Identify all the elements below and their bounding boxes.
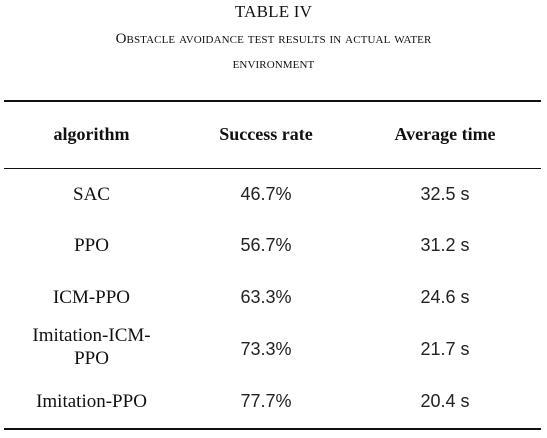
top-rule	[4, 100, 541, 102]
table-row-algorithm: Imitation-ICM- PPO	[0, 324, 183, 370]
bottom-rule	[4, 428, 541, 430]
table-row-success-rate: 73.3%	[240, 339, 292, 359]
algorithm-name-line-2: PPO	[74, 348, 109, 369]
table-row-success-rate: 56.7%	[240, 235, 292, 255]
table-row-success-rate: 46.7%	[240, 184, 292, 204]
table-row-algorithm: PPO	[74, 235, 109, 256]
table-row-algorithm: SAC	[73, 184, 110, 205]
column-header-algorithm: algorithm	[53, 124, 130, 144]
table-row-algorithm: ICM-PPO	[52, 287, 131, 308]
table-row-average-time: 31.2 s	[420, 235, 470, 255]
table-caption: Obstacle avoidance test results in actua…	[20, 27, 527, 77]
table-row-success-rate: 77.7%	[240, 391, 292, 411]
table-row-average-time: 21.7 s	[420, 339, 470, 359]
table-row-success-rate: 63.3%	[240, 287, 292, 307]
table-row-algorithm: Imitation-PPO	[36, 391, 147, 412]
column-header-success-rate: Success rate	[219, 124, 313, 144]
table-row-average-time: 20.4 s	[420, 391, 470, 411]
column-header-average-time: Average time	[394, 124, 496, 144]
table-caption-line-1: Obstacle avoidance test results in actua…	[115, 31, 432, 47]
table-number: TABLE IV	[234, 2, 313, 21]
algorithm-name-line-1: Imitation-ICM-	[32, 325, 151, 346]
table-row-average-time: 32.5 s	[420, 184, 470, 204]
header-rule	[4, 168, 541, 169]
table-caption-line-2: environment	[232, 56, 315, 72]
table-row-average-time: 24.6 s	[420, 287, 470, 307]
